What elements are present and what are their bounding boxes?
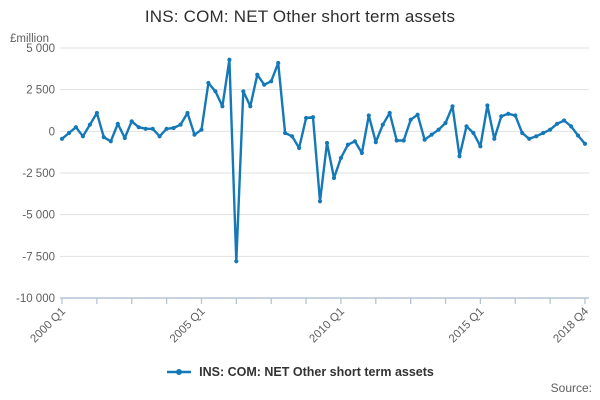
data-point[interactable] xyxy=(136,125,141,130)
y-tick-label: -5 000 xyxy=(22,210,55,222)
data-point[interactable] xyxy=(227,57,232,62)
line-chart-plot[interactable]: 5 000 2 500 0 -2 500 -5 000 -7 500 -10 0002000… xyxy=(0,0,600,360)
data-point[interactable] xyxy=(506,111,511,116)
data-point[interactable] xyxy=(582,141,588,146)
data-point[interactable] xyxy=(234,259,239,264)
legend: INS: COM: NET Other short term assets xyxy=(0,362,600,382)
series-line[interactable] xyxy=(60,58,587,263)
x-tick-label: 2000 Q1 xyxy=(28,306,68,346)
data-point[interactable] xyxy=(415,112,420,117)
data-point[interactable] xyxy=(297,145,302,151)
data-point[interactable] xyxy=(283,130,288,136)
x-tick-label: 2018 Q4 xyxy=(551,305,591,345)
data-point[interactable] xyxy=(380,122,385,127)
data-point[interactable] xyxy=(185,110,190,116)
y-tick-label: -7 500 xyxy=(22,251,55,263)
data-point[interactable] xyxy=(143,126,148,131)
y-axis-unit-label: £million xyxy=(10,33,49,45)
data-point[interactable] xyxy=(248,104,253,109)
legend-series-label: INS: COM: NET Other short term assets xyxy=(199,365,434,379)
data-point[interactable] xyxy=(290,134,295,139)
data-point[interactable] xyxy=(324,140,330,146)
data-point[interactable] xyxy=(220,104,225,109)
data-point[interactable] xyxy=(206,80,211,86)
y-tick-label: -2 500 xyxy=(22,168,55,180)
data-point[interactable] xyxy=(457,154,462,159)
data-point[interactable] xyxy=(310,115,316,120)
data-point[interactable] xyxy=(255,72,260,77)
data-point[interactable] xyxy=(171,125,176,131)
data-point[interactable] xyxy=(541,130,546,136)
data-point[interactable] xyxy=(387,110,392,116)
data-point[interactable] xyxy=(345,142,350,147)
data-point[interactable] xyxy=(575,133,581,138)
data-point[interactable] xyxy=(122,135,127,141)
data-point[interactable] xyxy=(366,113,371,118)
data-point[interactable] xyxy=(401,138,406,143)
data-point[interactable] xyxy=(241,89,246,94)
data-point[interactable] xyxy=(150,126,155,131)
data-point[interactable] xyxy=(534,134,539,139)
data-point[interactable] xyxy=(464,124,469,129)
data-point[interactable] xyxy=(73,125,78,130)
data-point[interactable] xyxy=(394,138,399,143)
data-point[interactable] xyxy=(422,137,427,142)
data-point[interactable] xyxy=(485,103,490,108)
y-tick-label: 0 xyxy=(49,126,55,138)
data-point[interactable] xyxy=(513,113,518,118)
x-tick-label: 2005 Q1 xyxy=(168,306,208,346)
legend-series-marker-icon xyxy=(167,369,192,375)
data-point[interactable] xyxy=(66,130,72,136)
y-tick-label: -10 000 xyxy=(16,293,55,305)
data-point[interactable] xyxy=(338,155,343,161)
data-point[interactable] xyxy=(331,175,337,181)
data-point[interactable] xyxy=(192,132,197,137)
data-point[interactable] xyxy=(157,134,162,139)
data-point[interactable] xyxy=(199,127,204,132)
data-point[interactable] xyxy=(352,139,357,144)
data-point[interactable] xyxy=(164,126,169,131)
data-point[interactable] xyxy=(520,130,525,136)
data-point[interactable] xyxy=(436,127,441,132)
data-point[interactable] xyxy=(569,124,574,129)
data-point[interactable] xyxy=(471,130,476,136)
data-point[interactable] xyxy=(450,104,455,109)
data-point[interactable] xyxy=(478,144,483,149)
data-point[interactable] xyxy=(129,119,134,124)
data-point[interactable] xyxy=(94,110,99,116)
data-point[interactable] xyxy=(317,199,323,204)
chart-title: INS: COM: NET Other short term assets xyxy=(144,7,456,26)
data-point[interactable] xyxy=(373,140,378,145)
data-point[interactable] xyxy=(304,115,309,121)
data-point[interactable] xyxy=(562,118,567,123)
data-point[interactable] xyxy=(178,122,183,127)
data-point[interactable] xyxy=(429,132,434,137)
data-point[interactable] xyxy=(276,60,281,66)
data-point[interactable] xyxy=(213,89,218,94)
data-point[interactable] xyxy=(492,136,497,141)
data-point[interactable] xyxy=(80,134,85,139)
data-point[interactable] xyxy=(269,79,274,84)
x-tick-label: 2010 Q1 xyxy=(307,306,347,346)
data-point[interactable] xyxy=(262,82,267,87)
data-point[interactable] xyxy=(408,117,413,122)
data-point[interactable] xyxy=(87,122,92,127)
data-point[interactable] xyxy=(527,136,532,141)
y-tick-label: 2 500 xyxy=(26,85,55,97)
data-point[interactable] xyxy=(101,135,106,140)
y-tick-label: 5 000 xyxy=(26,43,55,55)
source-label: Source: xyxy=(550,381,592,395)
data-point[interactable] xyxy=(115,121,120,126)
data-point[interactable] xyxy=(359,150,364,156)
data-point[interactable] xyxy=(548,127,553,132)
data-point[interactable] xyxy=(443,120,448,126)
data-point[interactable] xyxy=(499,114,504,119)
data-point[interactable] xyxy=(108,139,113,144)
data-point[interactable] xyxy=(555,121,560,126)
x-tick-label: 2015 Q1 xyxy=(447,306,487,346)
data-point[interactable] xyxy=(59,136,65,141)
